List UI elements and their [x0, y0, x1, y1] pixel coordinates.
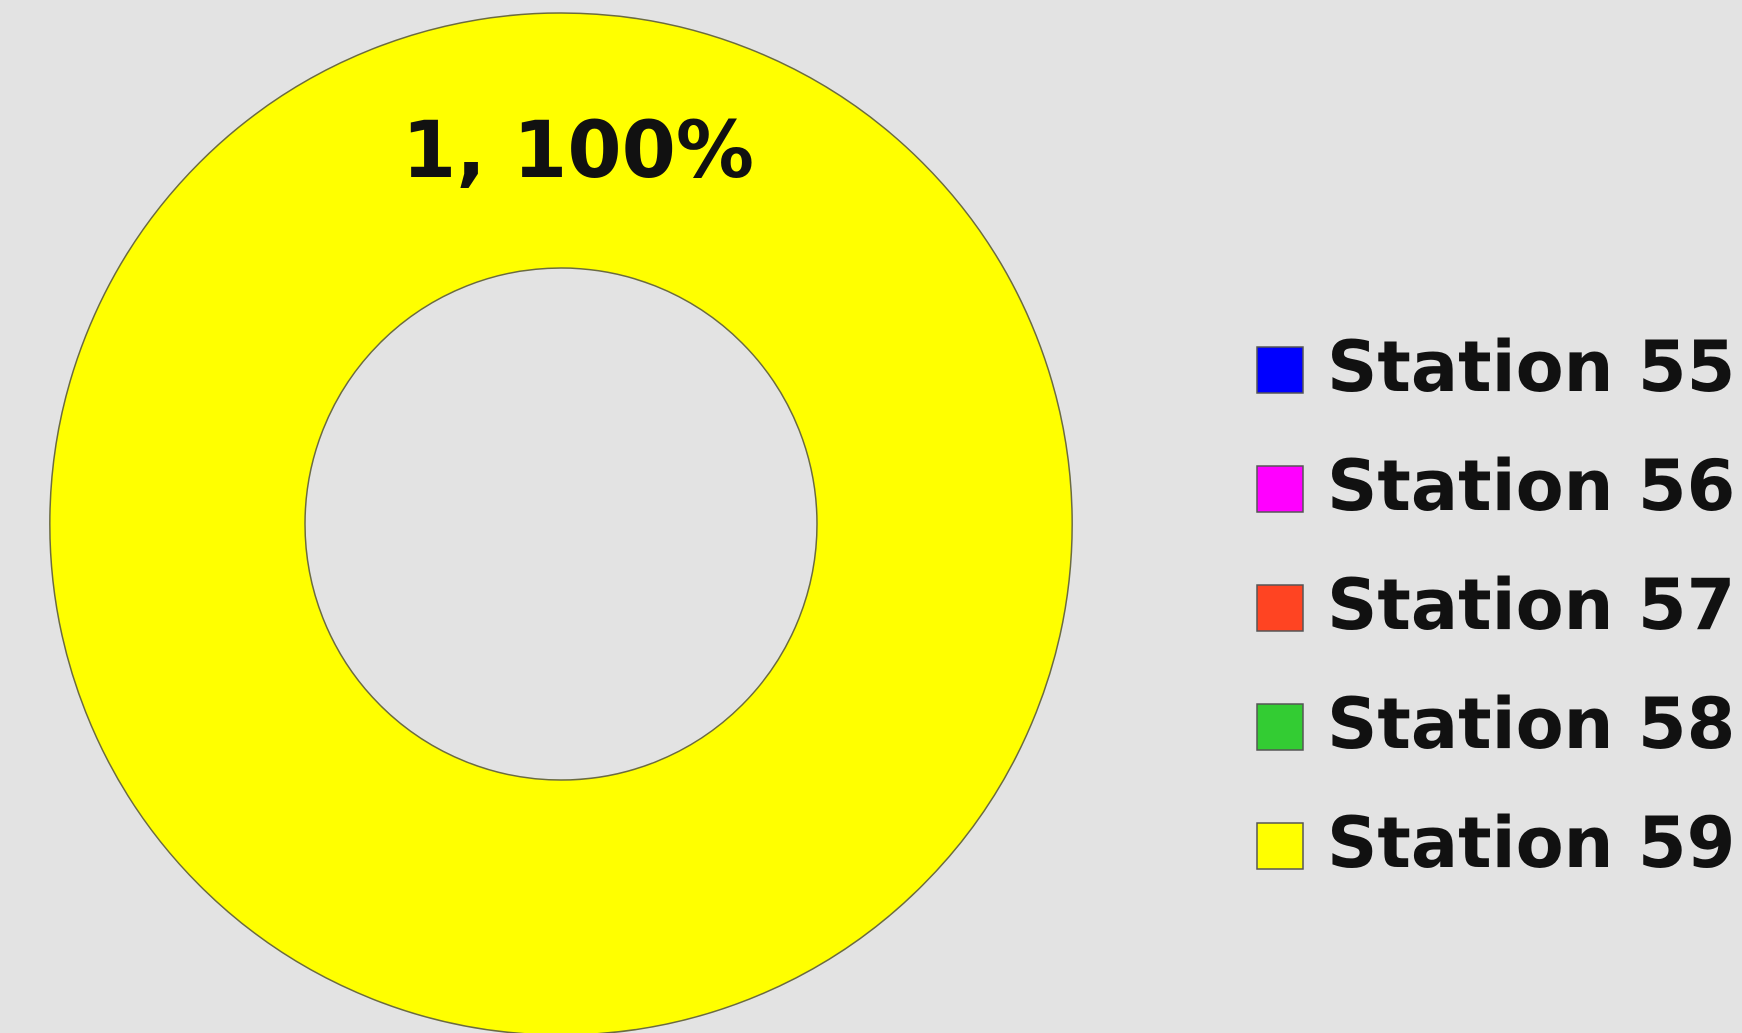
- legend-swatch: [1256, 822, 1304, 870]
- data-label: 1, 100%: [402, 106, 754, 196]
- legend-label: Station 59: [1327, 802, 1735, 884]
- legend-label: Station 56: [1327, 445, 1735, 527]
- donut-segment: [49, 12, 1073, 1033]
- legend-label: Station 57: [1327, 564, 1735, 646]
- legend-label: Station 55: [1327, 326, 1735, 408]
- legend-swatch: [1256, 346, 1304, 394]
- legend-swatch: [1256, 584, 1304, 632]
- legend-swatch: [1256, 465, 1304, 513]
- legend-label: Station 58: [1327, 683, 1735, 765]
- legend-swatch: [1256, 703, 1304, 751]
